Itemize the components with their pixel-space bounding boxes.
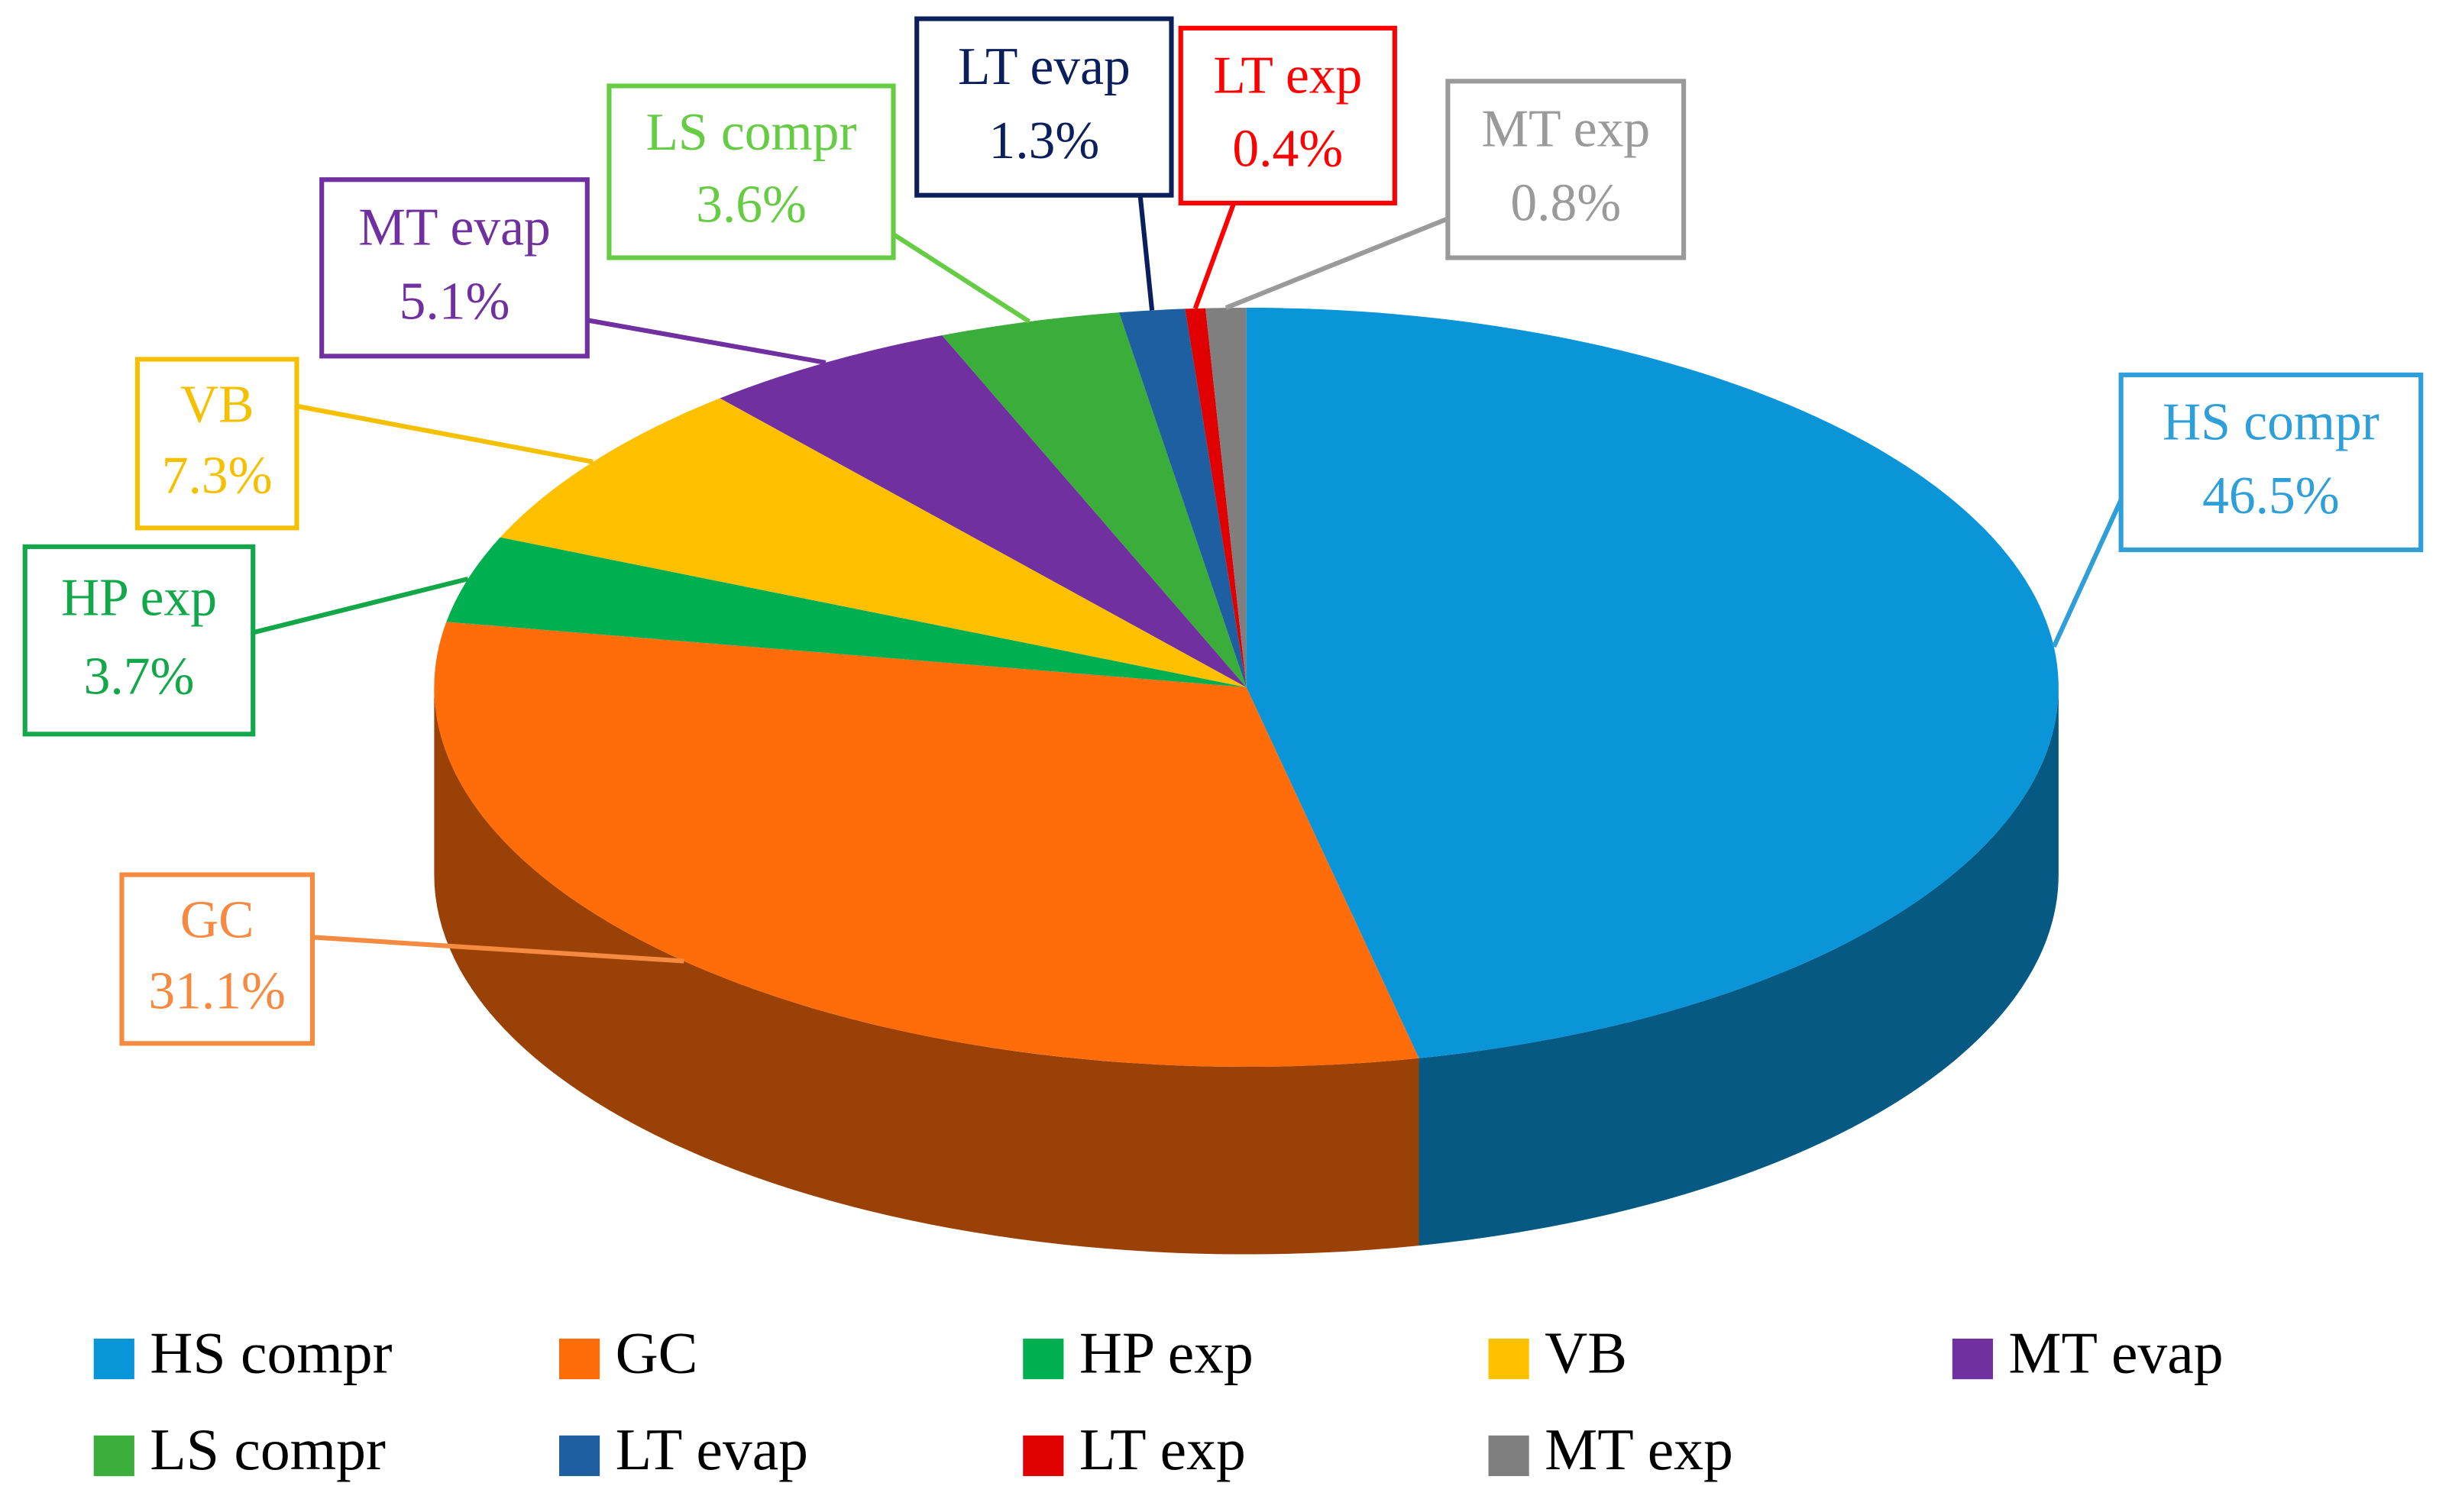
label-value: 7.3% — [162, 446, 273, 505]
label-value: 3.7% — [84, 648, 195, 706]
legend-label: VB — [1545, 1320, 1627, 1385]
pie-side — [434, 687, 1419, 1255]
pie-slice — [500, 398, 1247, 687]
leader-line — [296, 403, 594, 464]
pie-side-shade — [1419, 687, 2059, 1246]
label-name: HS compr — [2163, 393, 2379, 452]
legend-swatch — [93, 1435, 134, 1476]
label-value: 1.3% — [988, 111, 1099, 170]
pie-slice — [942, 312, 1247, 687]
leader-line — [2051, 499, 2124, 648]
label-box — [1445, 79, 1687, 260]
label-name: LT exp — [1213, 46, 1362, 105]
pie-slice — [1185, 308, 1247, 687]
legend-label: HP exp — [1079, 1320, 1254, 1385]
pie-slice — [1246, 307, 2059, 1058]
label-box — [119, 872, 315, 1046]
label-value: 31.1% — [148, 961, 286, 1020]
label-name: MT exp — [1481, 100, 1650, 159]
legend-swatch — [1488, 1435, 1529, 1476]
label-name: VB — [180, 376, 254, 435]
label-box — [607, 83, 896, 260]
leader-line — [1192, 202, 1237, 309]
legend-swatch — [558, 1338, 600, 1380]
pie-slice — [434, 622, 1419, 1068]
leader-line — [252, 577, 469, 635]
pie-side — [1419, 687, 2059, 1246]
label-name: HP exp — [61, 568, 217, 627]
legend-label: MT exp — [1545, 1417, 1733, 1482]
label-name: GC — [180, 891, 254, 950]
label-name: MT evap — [358, 199, 551, 257]
legend-swatch — [93, 1338, 134, 1380]
legend-label: HS compr — [150, 1320, 392, 1385]
label-box — [2118, 372, 2424, 553]
legend-label: LT exp — [1079, 1417, 1246, 1482]
label-box — [914, 16, 1174, 198]
legend-label: GC — [616, 1320, 698, 1385]
pie-slice — [1205, 307, 1247, 687]
leader-line — [1224, 216, 1449, 310]
pie-slice — [720, 335, 1247, 687]
label-box — [1178, 25, 1397, 205]
leader-line — [312, 935, 684, 964]
label-name: LT evap — [958, 37, 1131, 96]
legend-swatch — [1023, 1435, 1064, 1476]
label-box — [134, 357, 299, 531]
label-value: 5.1% — [400, 273, 510, 331]
label-value: 3.6% — [696, 175, 807, 234]
pie-side-shade — [434, 687, 1419, 1255]
label-value: 0.4% — [1232, 120, 1343, 179]
label-value: 46.5% — [2202, 467, 2340, 525]
legend-label: MT evap — [2008, 1320, 2223, 1385]
label-box — [319, 177, 590, 359]
leader-line — [891, 232, 1030, 324]
legend-swatch — [1488, 1338, 1529, 1380]
leader-line — [1137, 195, 1155, 311]
legend-label: LS compr — [150, 1417, 386, 1482]
legend-swatch — [558, 1435, 600, 1476]
legend-swatch — [1952, 1338, 1993, 1380]
pie-slice — [446, 537, 1247, 687]
pie-slice — [1118, 309, 1247, 687]
label-box — [22, 544, 256, 737]
legend-swatch — [1023, 1338, 1064, 1380]
label-name: LS compr — [645, 103, 856, 162]
leader-line — [587, 318, 827, 365]
legend-label: LT evap — [616, 1417, 808, 1482]
label-value: 0.8% — [1510, 174, 1621, 233]
